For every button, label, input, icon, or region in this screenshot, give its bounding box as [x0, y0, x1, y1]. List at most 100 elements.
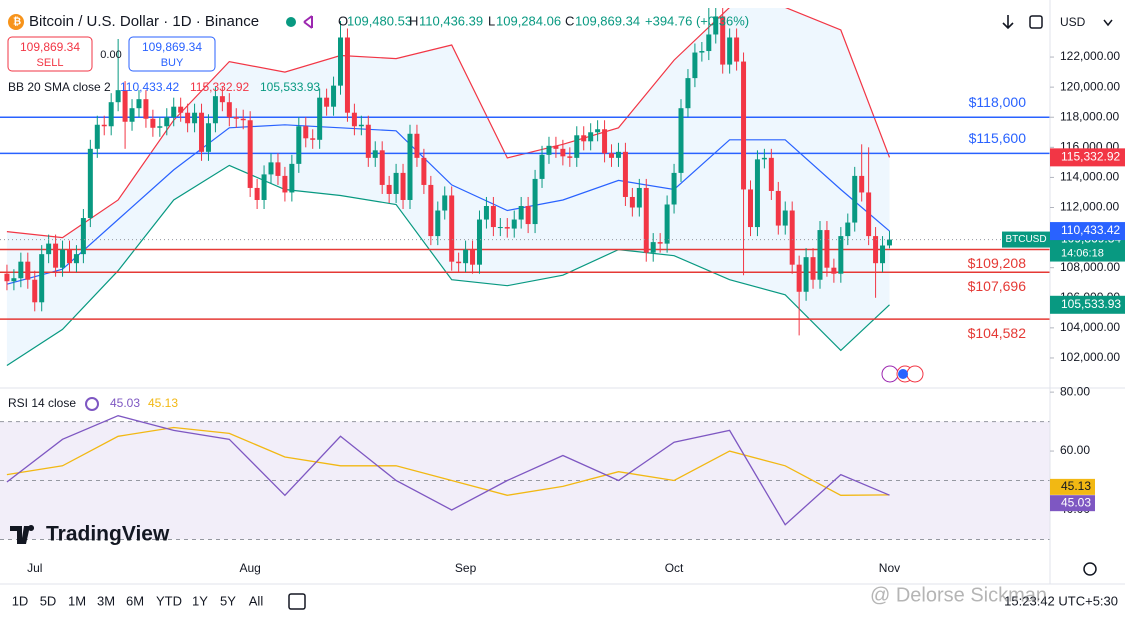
candle-body [171, 106, 177, 118]
candle-body [240, 118, 246, 121]
symbol-badge [1002, 231, 1050, 248]
candle-body [873, 236, 879, 264]
candle-body [351, 112, 357, 127]
timeframe-button[interactable]: 5Y [220, 593, 236, 608]
candle-body [803, 257, 809, 292]
candle-body [650, 242, 656, 253]
clock: 15:23:42 UTC+5:30 [1004, 593, 1118, 608]
level-label: $104,582 [968, 325, 1027, 341]
compare-button[interactable] [1029, 15, 1043, 29]
candle-body [546, 145, 552, 155]
candle-body [199, 112, 205, 152]
x-tick-label: Jul [27, 561, 42, 575]
candle-body [741, 61, 747, 190]
candle-body [275, 162, 281, 176]
open-value: 109,480.53 [347, 13, 412, 28]
close-value: 109,869.34 [575, 13, 640, 28]
candle-body [699, 51, 705, 53]
legend-value: 110,433.42 [120, 80, 179, 94]
overlay: ₿ Bitcoin / U.S. Dollar · 1D · Binance O… [7, 13, 1125, 610]
timeframe-button[interactable]: 5D [40, 593, 57, 608]
date-range-icon[interactable] [288, 593, 306, 610]
candle-body [261, 174, 267, 200]
timeframe-button[interactable]: 6M [126, 593, 144, 608]
y-tick-label: 108,000.00 [1060, 260, 1120, 274]
rsi-icon [85, 397, 99, 411]
candle-body [192, 112, 198, 124]
x-tick-label: Aug [239, 561, 260, 575]
sell-label: SELL [37, 57, 64, 69]
candle-body [25, 261, 31, 280]
candle-body [553, 145, 559, 149]
candle-body [219, 96, 225, 103]
timeframe-button[interactable]: All [249, 593, 264, 608]
y-tick-label: 102,000.00 [1060, 350, 1120, 364]
timeframe-button[interactable]: 1M [68, 593, 86, 608]
candle-body [734, 37, 740, 62]
candle-body [87, 148, 93, 219]
sell-button[interactable]: 109,869.34 SELL [7, 36, 93, 72]
symbol-title: Bitcoin / U.S. Dollar · 1D · Binance [29, 13, 259, 30]
candle-body [268, 162, 274, 175]
candle-body [497, 227, 503, 229]
candle-body [511, 219, 517, 229]
candle-body [73, 254, 79, 264]
countdown: 14:06:18 [1061, 247, 1104, 259]
candle-body [157, 126, 163, 128]
candle-body [122, 90, 128, 122]
candle-body [470, 249, 476, 265]
candle-body [233, 117, 239, 119]
settings-icon[interactable] [1083, 562, 1097, 576]
candle-body [518, 206, 524, 220]
rsi-title: RSI 14 close [8, 396, 76, 410]
candle-body [886, 239, 892, 246]
candle-body [344, 37, 350, 113]
y-tick-label: 114,000.00 [1060, 170, 1119, 184]
change-value: +394.76 (+0.36%) [645, 13, 749, 28]
rsi-line [6, 426, 890, 496]
event-icon [906, 365, 924, 383]
candle-body [629, 196, 635, 208]
candle-body [504, 227, 510, 229]
candle-body [282, 175, 288, 193]
candle-body [435, 210, 441, 237]
buy-price: 109,869.34 [142, 40, 202, 54]
candle-body [622, 151, 628, 197]
candle-body [838, 236, 844, 274]
candle-body [11, 278, 17, 282]
candle-body [456, 261, 462, 264]
rsi-legend-value: 45.13 [148, 396, 178, 410]
candle-body [574, 135, 580, 158]
y-tick-label: 112,000.00 [1060, 200, 1119, 214]
currency-button[interactable]: USD [1060, 15, 1113, 29]
candle-body [532, 178, 538, 225]
price-badge-label: 105,533.93 [1061, 297, 1121, 311]
x-tick-label: Oct [665, 561, 684, 575]
download-button[interactable] [1002, 15, 1014, 30]
timeframe-button[interactable]: 1Y [192, 593, 208, 608]
timeframe-button[interactable]: YTD [156, 593, 182, 608]
candle-body [831, 267, 837, 274]
price-badge [1050, 295, 1125, 314]
candle-body [845, 222, 851, 237]
y-tick-label: 120,000.00 [1060, 79, 1120, 93]
candle-body [581, 135, 587, 142]
price-badge [1050, 148, 1125, 167]
buy-label: BUY [161, 57, 184, 69]
candle-body [483, 206, 489, 220]
candle-body [60, 249, 66, 268]
candle-body [108, 102, 114, 127]
candle-body [80, 218, 86, 255]
timeframe-button[interactable]: 3M [97, 593, 115, 608]
band-line [6, 8, 891, 239]
candle-body [53, 243, 59, 268]
candle-body [205, 123, 211, 152]
candle-body [588, 132, 594, 142]
candle-body [247, 120, 253, 188]
buy-button[interactable]: 109,869.34 BUY [128, 36, 216, 72]
candle-body [400, 172, 406, 200]
event-flag [898, 369, 908, 379]
candle-body [372, 150, 378, 158]
candle-body [39, 254, 45, 303]
timeframe-button[interactable]: 1D [12, 593, 29, 608]
